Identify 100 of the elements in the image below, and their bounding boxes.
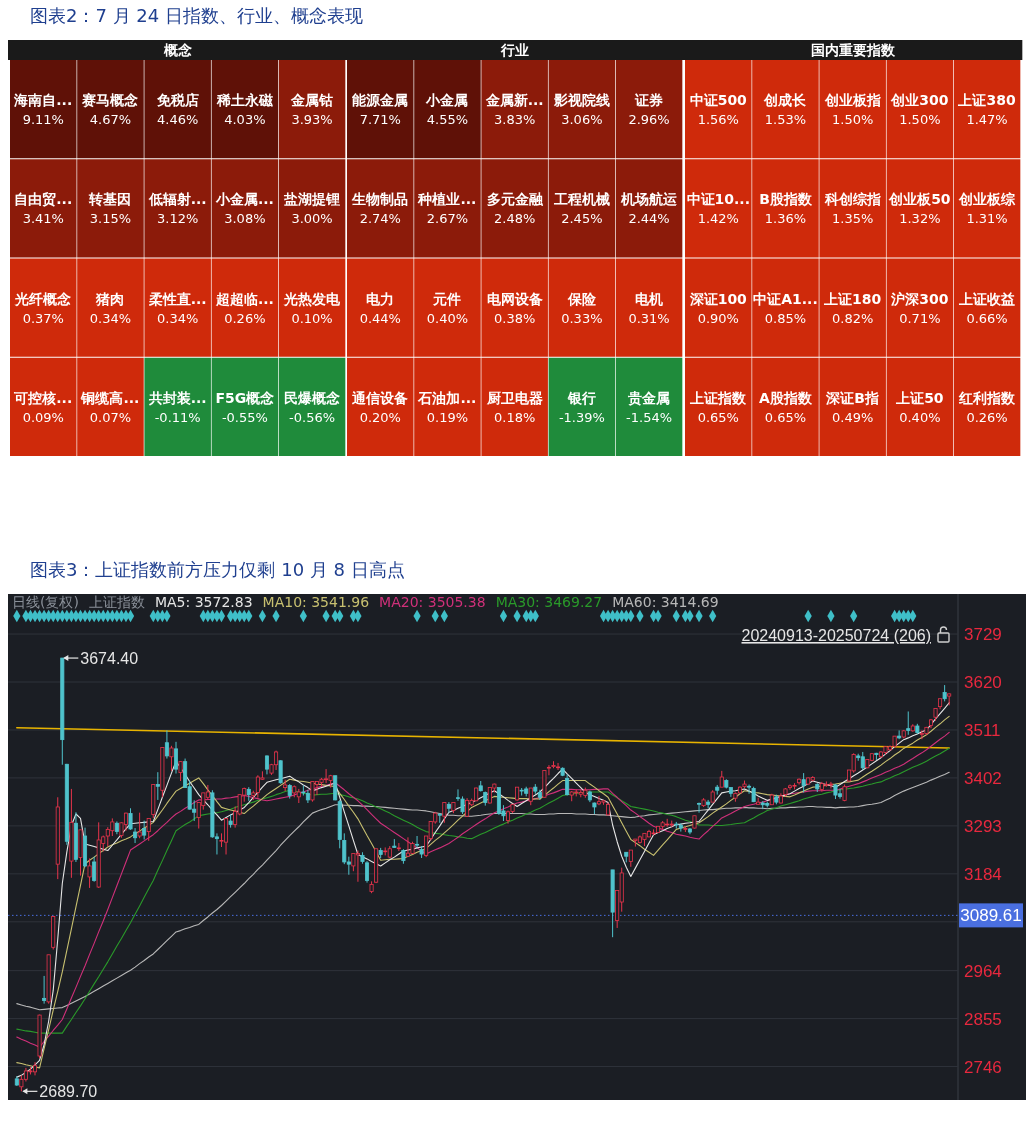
y-tick-label: 3184 [964, 864, 1002, 884]
data-label: 1.53% [764, 112, 806, 128]
text: MA20: 3505.38 [379, 594, 486, 610]
category-label: A股指数 [758, 389, 813, 406]
annotation: 上证指数 [88, 594, 145, 610]
category-label: 影视院线 [553, 92, 611, 109]
candlestick [310, 780, 315, 803]
category-label: 沪深300 [889, 290, 949, 307]
category-label: 中证10... [686, 191, 750, 208]
y-tick-label: 2746 [964, 1057, 1002, 1077]
candlestick [396, 842, 401, 852]
text: MA60: 3414.69 [612, 594, 719, 610]
data-label: 4.03% [224, 112, 266, 128]
data-label: 2.96% [628, 112, 671, 128]
category-label: 免税店 [155, 92, 199, 109]
data-label: 4.55% [427, 112, 469, 128]
candlestick [442, 802, 447, 824]
data-label: 0.49% [831, 409, 873, 425]
data-label: 1.36% [764, 211, 806, 227]
category-label: 创成长 [763, 92, 808, 109]
category-label: 小金属 [425, 92, 469, 109]
category-label: 共封装... [147, 389, 207, 406]
data-label: 0.40% [427, 310, 469, 326]
candlestick [697, 802, 702, 814]
candlestick [801, 772, 806, 793]
data-label: 0.37% [22, 310, 64, 326]
candlestick [178, 761, 183, 782]
category-label: 电机 [635, 290, 664, 307]
category-label: 上证180 [822, 290, 882, 307]
candlestick [42, 975, 47, 1005]
data-label: 2.67% [427, 211, 469, 227]
category-label: 超超临... [214, 290, 274, 307]
data-label: 0.19% [427, 409, 469, 425]
candlestick [87, 857, 92, 889]
candlestick [355, 850, 360, 883]
candlestick [906, 710, 911, 736]
data-label: 2.45% [561, 211, 603, 227]
category-label: 厨卫电器 [485, 389, 543, 406]
category-label: B股指数 [758, 191, 813, 208]
data-label: 0.65% [764, 409, 806, 425]
data-label: 3.41% [22, 211, 64, 227]
category-label: 上证指数 [688, 389, 747, 406]
data-label: 7.71% [359, 112, 402, 128]
category-label: 保险 [567, 290, 598, 307]
candlestick [174, 741, 179, 775]
text: MA30: 3469.27 [495, 594, 603, 610]
y-tick-label: 3620 [964, 673, 1002, 692]
data-label: 0.85% [764, 310, 806, 326]
category-label: 创业板指 [823, 92, 881, 109]
data-label: -0.55% [221, 409, 268, 425]
category-label: 上证50 [894, 389, 944, 406]
data-label: 1.42% [697, 211, 739, 227]
category-label: 元件 [432, 290, 462, 307]
y-tick-label: 3729 [964, 625, 1002, 645]
data-label: 3.08% [224, 211, 266, 227]
data-label: -0.56% [289, 409, 336, 425]
candlestick [278, 759, 283, 785]
category-label: 猪肉 [95, 290, 125, 307]
y-tick-label: 2964 [964, 961, 1002, 981]
category-label: 工程机械 [553, 191, 611, 208]
data-label: 0.90% [697, 310, 739, 326]
data-label: 9.11% [22, 112, 64, 128]
category-label: 石油加... [417, 389, 477, 406]
data-label: 3.93% [291, 112, 333, 128]
ref-line-label: 3089.61 [960, 906, 1022, 926]
chart-title: 图表3：上证指数前方压力仅剩 10 月 8 日高点 [30, 559, 405, 580]
data-label: 4.67% [89, 112, 132, 128]
candlestick [92, 856, 97, 883]
data-label: 0.34% [157, 310, 199, 326]
data-label: 3.06% [561, 112, 603, 128]
candlestick [137, 812, 142, 839]
category-label: 贵金属 [627, 389, 671, 406]
candlestick [465, 797, 470, 818]
data-label: 0.31% [628, 310, 671, 326]
data-label: 2.48% [494, 211, 536, 227]
candlestick [146, 817, 151, 842]
text: 概念 [162, 42, 193, 58]
candlestick [860, 751, 865, 771]
category-label: 证券 [634, 92, 664, 109]
category-label: 创业板50 [887, 191, 951, 208]
data-label: 1.47% [966, 112, 1008, 128]
data-label: 0.09% [22, 409, 64, 425]
text: MA10: 3541.96 [262, 594, 370, 610]
category-label: 铜缆高... [80, 389, 140, 406]
category-label: 电网设备 [486, 290, 543, 307]
annotation: 2689.70 [39, 1083, 98, 1101]
candlestick [169, 745, 174, 772]
data-label: 1.50% [898, 112, 941, 128]
data-label: 1.35% [831, 211, 873, 227]
data-label: 0.66% [966, 310, 1008, 326]
text: 图表2：7 月 24 日指数、行业、概念表现 [30, 5, 363, 26]
data-label: 0.82% [831, 310, 873, 326]
data-label: 0.20% [359, 409, 402, 425]
category-label: 创业300 [889, 92, 949, 109]
text: 行业 [499, 42, 529, 58]
data-label: 1.31% [966, 211, 1008, 227]
text: MA5: 3572.83 [154, 594, 253, 610]
category-label: 银行 [567, 389, 597, 406]
category-label: 光纤概念 [14, 290, 73, 307]
candlestick [264, 754, 269, 775]
